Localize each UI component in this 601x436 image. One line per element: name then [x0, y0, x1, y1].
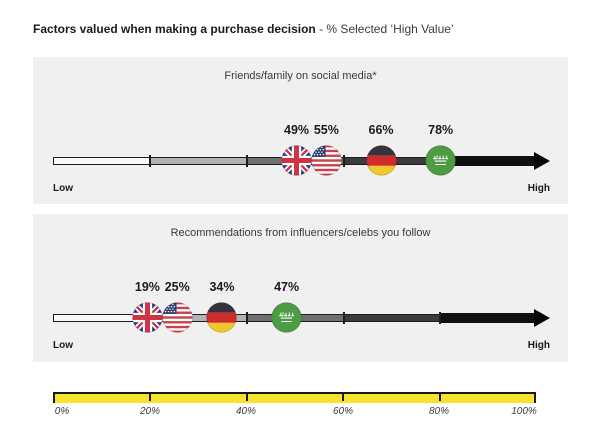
chart-title: Factors valued when making a purchase de…	[33, 22, 454, 36]
axis-segment	[440, 313, 536, 323]
data-point-germany: 34%	[199, 214, 245, 362]
germany-flag-icon	[206, 302, 237, 333]
scale-tick-label: 60%	[332, 406, 354, 417]
high-label: High	[527, 183, 550, 194]
scale-tick	[149, 392, 151, 401]
axis-arrow-icon	[534, 152, 550, 170]
scale-tick	[245, 392, 248, 401]
panel-influencers: Recommendations from influencers/celebs …	[33, 214, 568, 362]
scale-tick-labels: 0% 20% 40% 60% 80% 100%	[53, 406, 537, 420]
scale-tick	[342, 392, 344, 401]
saudi-arabia-flag-icon	[271, 302, 302, 333]
scale-tick	[438, 392, 441, 401]
us-flag-icon	[311, 145, 342, 176]
scale-tick-label: 100%	[511, 406, 537, 417]
value-label: 47%	[274, 280, 300, 294]
scale-tick-label: 40%	[235, 406, 257, 417]
high-label: High	[527, 340, 550, 351]
segment-boundary-tick	[342, 312, 345, 324]
data-point-uk: 19%	[124, 214, 170, 362]
axis-segment	[440, 156, 536, 166]
axis-arrow-icon	[534, 309, 550, 327]
value-label: 66%	[368, 123, 394, 137]
percentage-scale	[53, 392, 536, 403]
germany-flag-icon	[366, 145, 397, 176]
scale-axis-line	[53, 392, 536, 394]
data-point-saudi-arabia: 47%	[264, 214, 310, 362]
segment-boundary-tick	[246, 312, 248, 324]
value-label: 25%	[164, 280, 190, 294]
scale-tick-label: 80%	[428, 406, 450, 417]
segment-boundary-tick	[246, 155, 248, 167]
value-label: 78%	[428, 123, 454, 137]
value-label: 49%	[284, 123, 310, 137]
data-point-saudi-arabia: 78%	[418, 57, 464, 204]
us-flag-icon	[162, 302, 193, 333]
panel-title: Recommendations from influencers/celebs …	[170, 227, 431, 239]
panel-social-media: Friends/family on social media* 49% 55%	[33, 57, 568, 204]
panel-title: Friends/family on social media*	[224, 70, 377, 82]
segment-boundary-tick	[149, 155, 151, 167]
value-label: 19%	[134, 280, 160, 294]
scale-bar	[53, 394, 536, 403]
low-label: Low	[53, 183, 73, 194]
value-label: 55%	[313, 123, 339, 137]
chart-title-bold: Factors valued when making a purchase de…	[33, 22, 316, 36]
data-point-germany: 66%	[358, 57, 404, 204]
data-point-us: 55%	[303, 57, 349, 204]
scale-tick	[53, 392, 55, 403]
segment-boundary-tick	[439, 312, 441, 324]
scale-tick-label: 20%	[139, 406, 161, 417]
saudi-arabia-flag-icon	[425, 145, 456, 176]
scale-tick	[534, 392, 536, 403]
value-label: 34%	[209, 280, 235, 294]
scale-tick-label: 0%	[54, 406, 70, 417]
low-label: Low	[53, 340, 73, 351]
segment-boundary-tick	[342, 155, 345, 167]
data-point-us: 25%	[154, 214, 200, 362]
data-point-uk: 49%	[274, 57, 320, 204]
chart-title-subtitle: - % Selected ‘High Value’	[315, 22, 454, 36]
